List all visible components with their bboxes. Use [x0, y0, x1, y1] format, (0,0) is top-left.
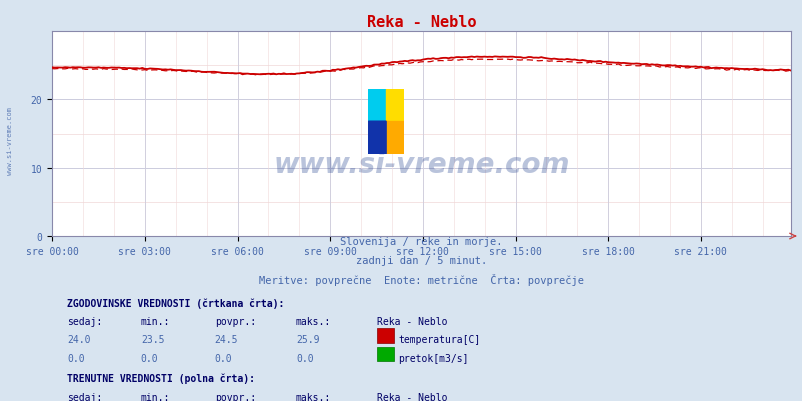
- Title: Reka - Neblo: Reka - Neblo: [367, 14, 476, 30]
- Text: temperatura[C]: temperatura[C]: [398, 334, 480, 344]
- Text: ZGODOVINSKE VREDNOSTI (črtkana črta):: ZGODOVINSKE VREDNOSTI (črtkana črta):: [67, 298, 284, 308]
- Text: 0.0: 0.0: [140, 353, 158, 363]
- Text: Slovenija / reke in morje.: Slovenija / reke in morje.: [340, 237, 502, 246]
- Text: povpr.:: povpr.:: [214, 316, 256, 326]
- Text: min.:: min.:: [140, 316, 170, 326]
- Text: Meritve: povprečne  Enote: metrične  Črta: povprečje: Meritve: povprečne Enote: metrične Črta:…: [259, 273, 583, 286]
- Text: sedaj:: sedaj:: [67, 316, 102, 326]
- Text: 24.5: 24.5: [214, 334, 238, 344]
- Text: maks.:: maks.:: [296, 316, 330, 326]
- Text: pretok[m3/s]: pretok[m3/s]: [398, 353, 468, 363]
- Text: 0.0: 0.0: [214, 353, 232, 363]
- Text: Reka - Neblo: Reka - Neblo: [377, 391, 448, 401]
- Text: 0.0: 0.0: [296, 353, 314, 363]
- Text: 23.5: 23.5: [140, 334, 164, 344]
- Text: www.si-vreme.com: www.si-vreme.com: [6, 106, 13, 174]
- Text: 0.0: 0.0: [67, 353, 84, 363]
- Text: TRENUTNE VREDNOSTI (polna črta):: TRENUTNE VREDNOSTI (polna črta):: [67, 373, 255, 383]
- Text: min.:: min.:: [140, 391, 170, 401]
- Text: povpr.:: povpr.:: [214, 391, 256, 401]
- Text: Reka - Neblo: Reka - Neblo: [377, 316, 448, 326]
- Text: maks.:: maks.:: [296, 391, 330, 401]
- Text: sedaj:: sedaj:: [67, 391, 102, 401]
- Text: 25.9: 25.9: [296, 334, 319, 344]
- Bar: [377, 347, 393, 362]
- Bar: [377, 329, 393, 343]
- Text: 24.0: 24.0: [67, 334, 91, 344]
- Text: zadnji dan / 5 minut.: zadnji dan / 5 minut.: [355, 255, 487, 265]
- Text: www.si-vreme.com: www.si-vreme.com: [273, 151, 569, 179]
